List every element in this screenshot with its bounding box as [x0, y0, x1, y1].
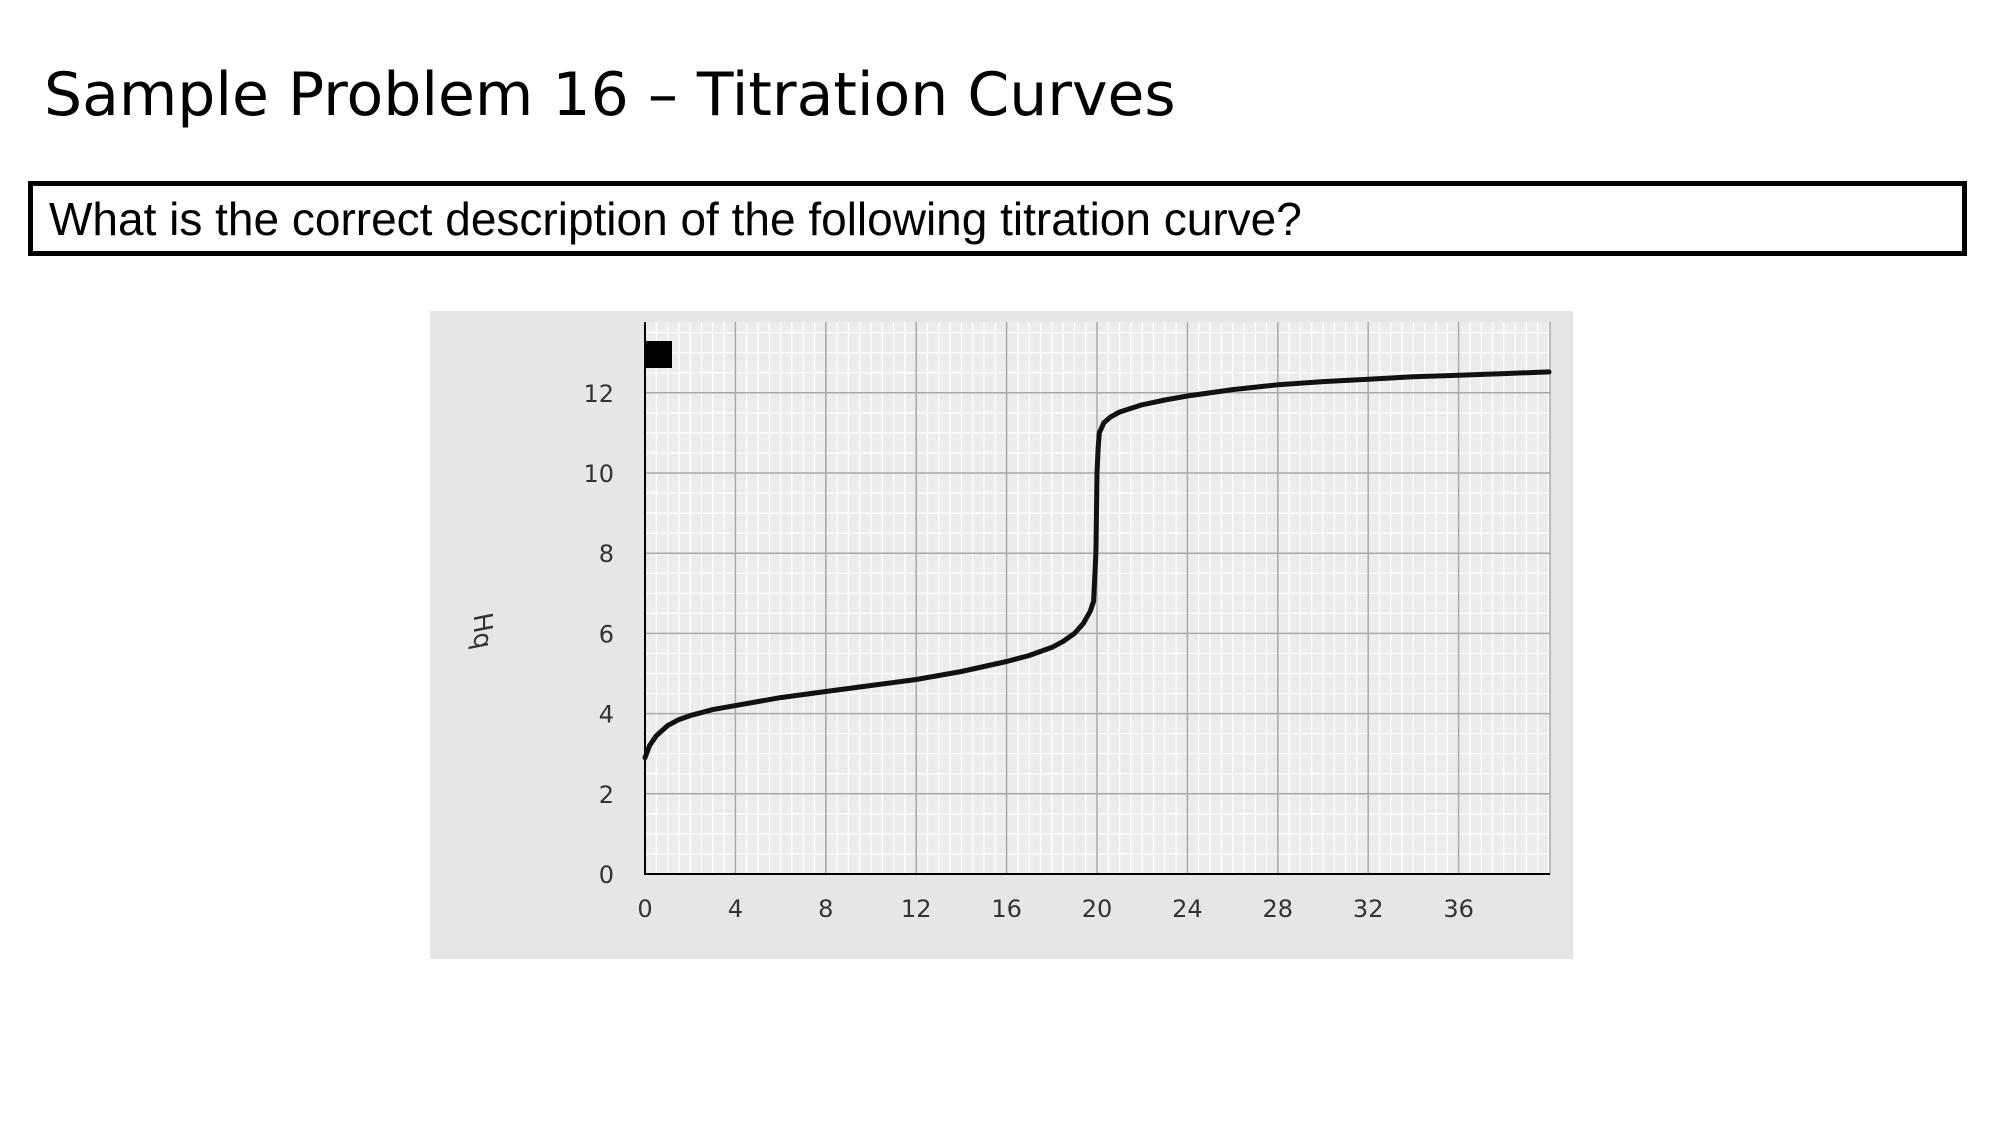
x-tick-label: 8: [818, 895, 833, 923]
titration-curve: [642, 369, 1552, 761]
x-tick-label: 0: [637, 895, 652, 923]
x-tick-label: 24: [1172, 895, 1203, 923]
x-tick-label: 28: [1263, 895, 1294, 923]
x-tick-label: 12: [901, 895, 932, 923]
y-tick-label: 8: [599, 540, 614, 568]
y-tick-label: 6: [599, 620, 614, 648]
x-tick-label: 16: [991, 895, 1022, 923]
legend-marker: [645, 341, 672, 368]
axes: [644, 322, 1550, 875]
x-tick-label: 4: [728, 895, 743, 923]
y-tick-label: 0: [599, 861, 614, 889]
question-box: What is the correct description of the f…: [28, 181, 1967, 256]
x-tick-labels: 0 4 8 12 16 20 24 28 32 36: [637, 895, 1474, 923]
x-tick-label: 36: [1443, 895, 1474, 923]
y-tick-label: 4: [599, 701, 614, 729]
slide-title: Sample Problem 16 – Titration Curves: [44, 60, 1176, 130]
chart-panel: pH 0 4 8 12 16 20 24 28 32 36 0 2 4 6 8 10 12: [430, 311, 1573, 959]
x-tick-label: 32: [1353, 895, 1384, 923]
y-tick-label: 12: [583, 380, 614, 408]
question-text: What is the correct description of the f…: [49, 192, 1302, 245]
y-tick-labels: 0 2 4 6 8 10 12: [583, 380, 614, 889]
x-tick-label: 20: [1082, 895, 1113, 923]
y-tick-label: 10: [583, 460, 614, 488]
y-tick-label: 2: [599, 781, 614, 809]
